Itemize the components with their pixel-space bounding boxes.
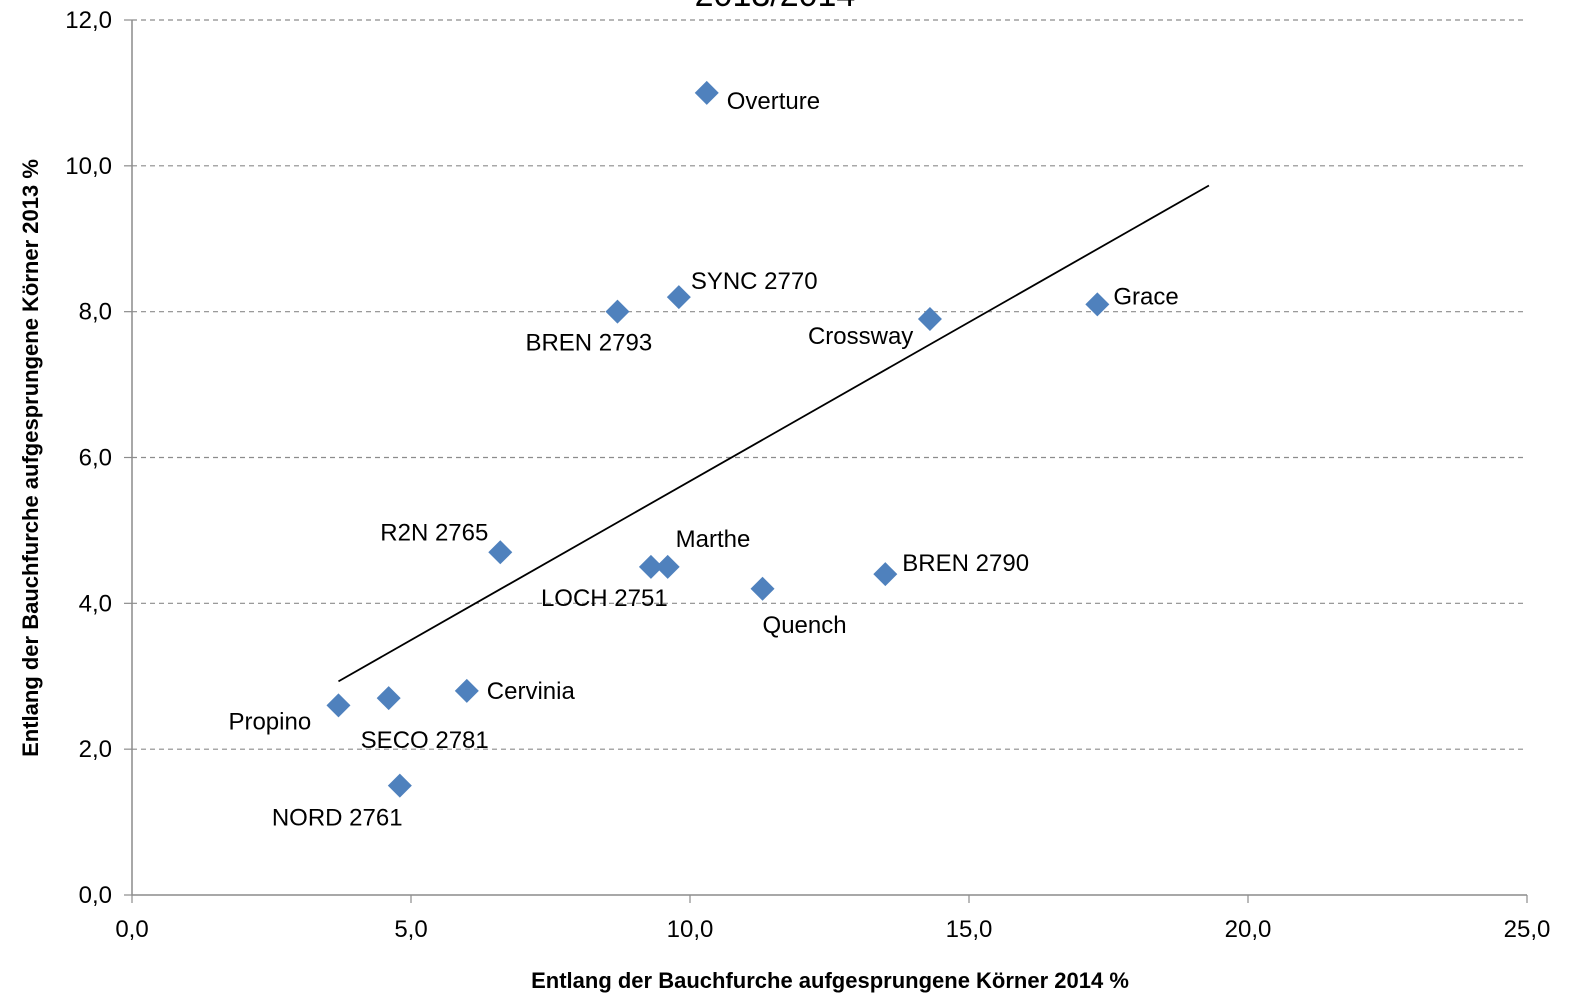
point-label: Cervinia	[487, 678, 576, 705]
point-label: BREN 2790	[902, 550, 1029, 577]
point-label: Overture	[727, 88, 820, 115]
y-tick-label: 12,0	[65, 7, 112, 34]
point-label: BREN 2793	[525, 330, 652, 357]
data-point	[387, 773, 412, 798]
trendline	[338, 184, 1210, 683]
point-label: Marthe	[676, 526, 751, 553]
trendline-group	[338, 184, 1210, 683]
data-point	[917, 306, 942, 331]
x-tick-label: 5,0	[394, 916, 427, 943]
point-label: Propino	[228, 708, 311, 735]
point-label: R2N 2765	[380, 519, 488, 546]
point-label: LOCH 2751	[541, 585, 668, 612]
data-point	[605, 299, 630, 324]
data-point	[1085, 292, 1110, 317]
data-point	[694, 80, 719, 105]
y-tick-label: 4,0	[79, 590, 112, 617]
y-tick-label: 2,0	[79, 736, 112, 763]
y-axis-title: Entlang der Bauchfurche aufgesprungene K…	[18, 159, 43, 757]
point-label: Quench	[763, 612, 847, 639]
x-tick-label: 10,0	[667, 916, 714, 943]
chart-title: 2013/2014	[695, 0, 856, 14]
x-axis-title: Entlang der Bauchfurche aufgesprungene K…	[531, 968, 1129, 993]
point-label: Grace	[1113, 283, 1178, 310]
data-point	[376, 686, 401, 711]
x-tick-label: 0,0	[115, 916, 148, 943]
y-tick-label: 6,0	[79, 445, 112, 472]
point-label: NORD 2761	[272, 805, 403, 832]
data-point	[488, 540, 513, 565]
point-label: SECO 2781	[361, 727, 489, 754]
data-point	[454, 678, 479, 703]
y-tick-label: 8,0	[79, 299, 112, 326]
point-label: Crossway	[808, 323, 913, 350]
data-point	[873, 562, 898, 587]
data-point	[750, 576, 775, 601]
axes: 0,0 2,0 4,0 6,0 8,0 10,0 12,0 0,0 5,0 10,0 15,0 20,…	[65, 7, 1550, 943]
y-tick-label: 10,0	[65, 153, 112, 180]
data-point	[326, 693, 351, 718]
gridlines	[132, 19, 1527, 750]
x-tick-label: 25,0	[1504, 916, 1551, 943]
data-points: Overture SYNC 2770 BREN 2793 Crossway Grace R…	[228, 80, 1179, 832]
data-point	[666, 285, 691, 310]
x-tick-label: 15,0	[946, 916, 993, 943]
point-label: SYNC 2770	[691, 268, 818, 295]
data-point	[638, 554, 663, 579]
y-tick-label: 0,0	[79, 882, 112, 909]
data-point	[655, 554, 680, 579]
x-tick-label: 20,0	[1225, 916, 1272, 943]
